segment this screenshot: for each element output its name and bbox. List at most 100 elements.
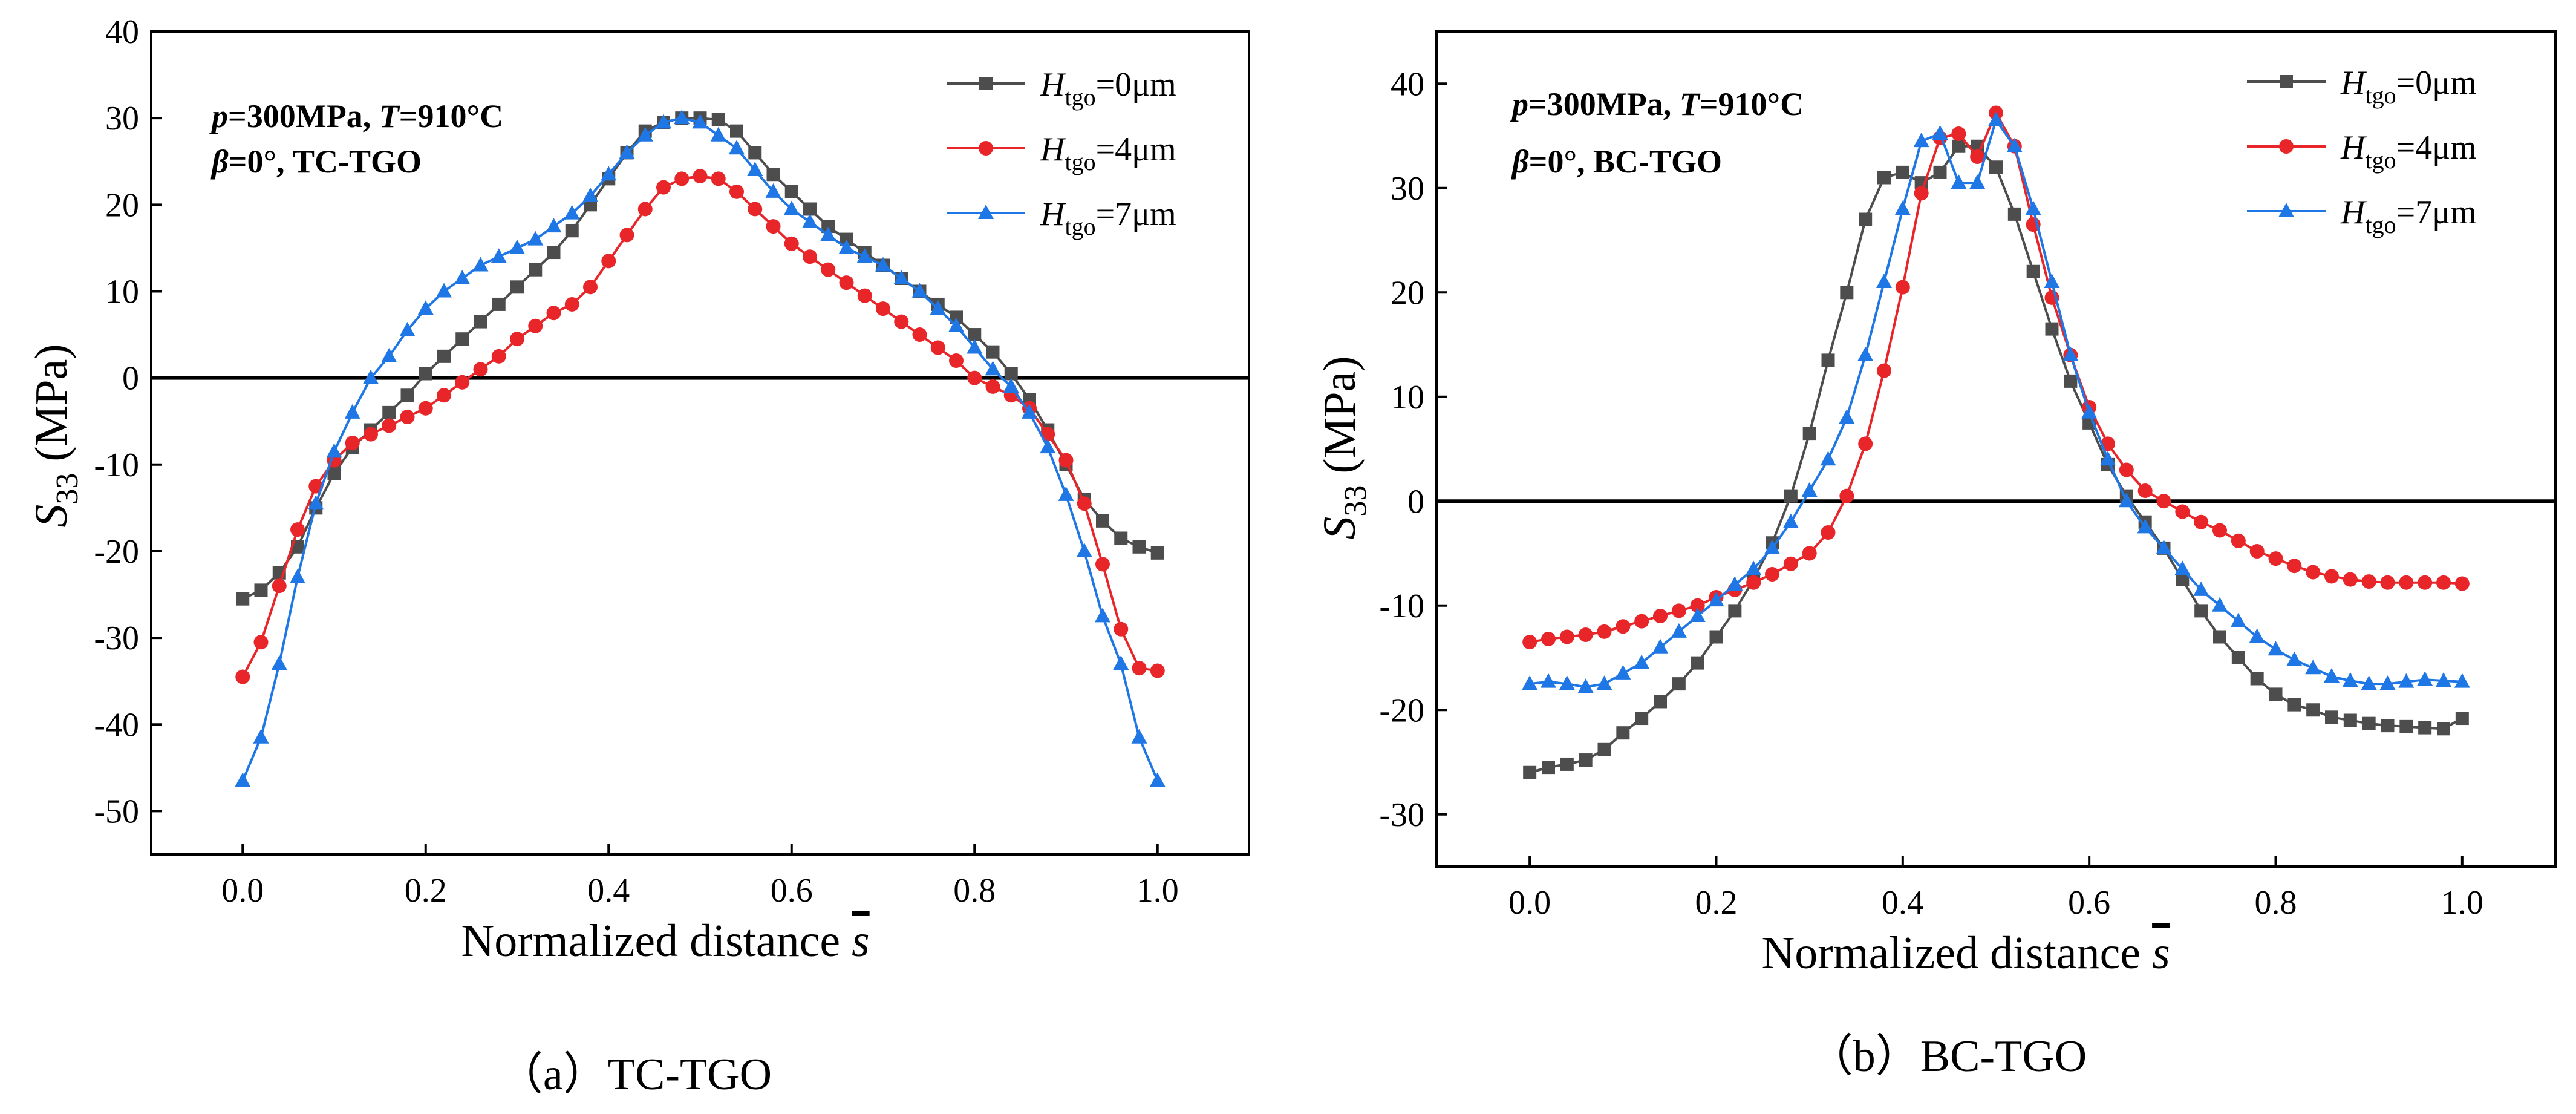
x-tick-label: 0.6 — [2068, 884, 2110, 922]
data-point — [985, 379, 1000, 394]
y-axis-symbol: S — [26, 505, 77, 528]
data-point — [2381, 719, 2395, 733]
data-point — [437, 388, 451, 403]
panel-b: 0.0 0.2 0.4 0.6 0.8 1.0 40 30 20 10 0 -10 -20 -30 Norm… — [1314, 30, 2557, 978]
data-point — [2100, 451, 2116, 466]
data-point — [308, 495, 324, 510]
data-point — [2278, 203, 2294, 217]
data-point — [491, 248, 507, 263]
data-point — [1690, 598, 1705, 613]
data-point — [2231, 651, 2245, 664]
y-tick-label: 20 — [1391, 274, 1424, 312]
data-point — [2305, 660, 2321, 675]
data-point — [894, 314, 909, 329]
data-point — [710, 126, 726, 142]
legend-entry: Htgo=7μm — [947, 195, 1176, 240]
annotation-part: =0°, BC-TGO — [1529, 143, 1722, 180]
data-point — [2064, 374, 2078, 388]
data-point — [1003, 378, 1019, 393]
data-point — [1058, 486, 1074, 501]
x-tick-label: 0.4 — [1882, 884, 1924, 922]
data-point — [418, 401, 433, 416]
data-point — [1913, 133, 1929, 148]
data-point — [601, 254, 616, 269]
data-point — [784, 185, 798, 198]
data-point — [1764, 539, 1780, 554]
data-point — [1653, 609, 1668, 623]
data-point — [1877, 171, 1891, 185]
data-point — [911, 283, 928, 298]
data-point — [455, 332, 469, 346]
data-point — [766, 219, 781, 234]
data-point — [1597, 624, 1612, 639]
data-point — [363, 369, 379, 384]
data-point — [875, 257, 891, 272]
data-point — [1542, 761, 1555, 775]
annotation-part: =0°, TC-TGO — [229, 143, 422, 180]
data-point — [1523, 765, 1537, 779]
data-point — [1113, 655, 1129, 670]
data-point — [2176, 572, 2190, 586]
data-point — [856, 248, 873, 263]
data-point — [2194, 514, 2209, 529]
data-point — [1932, 125, 1948, 140]
data-point — [1022, 404, 1037, 419]
data-point — [1040, 439, 1056, 454]
data-point — [1150, 546, 1164, 560]
data-point — [839, 275, 854, 290]
data-point — [1839, 409, 1855, 424]
data-point — [1896, 165, 1909, 179]
y-tick-label: -10 — [1379, 588, 1424, 625]
legend-symbol: H — [1040, 66, 1066, 103]
y-axis-unit: (MPa) — [1314, 356, 1365, 485]
data-point — [656, 180, 671, 195]
data-point — [2436, 575, 2451, 590]
y-axis-subscript: 33 — [50, 473, 85, 505]
data-point — [527, 231, 544, 246]
data-point — [985, 361, 1001, 376]
data-point — [253, 729, 269, 744]
data-point — [2230, 612, 2246, 627]
data-point — [1004, 367, 1018, 381]
data-point — [564, 297, 579, 312]
y-axis-unit: (MPa) — [26, 344, 77, 473]
data-point — [1765, 567, 1779, 582]
data-point — [2437, 722, 2450, 736]
legend-entry: Htgo=4μm — [2247, 129, 2477, 174]
data-point — [1597, 742, 1611, 756]
data-point — [2361, 574, 2376, 589]
data-point — [2006, 137, 2023, 152]
data-point — [1076, 542, 1092, 557]
x-axis-symbol: s — [2152, 928, 2170, 978]
data-point — [1728, 604, 1742, 618]
data-point — [1970, 149, 1985, 164]
y-tick-label: -30 — [94, 620, 139, 657]
data-point — [1615, 664, 1631, 680]
data-point — [1746, 575, 1761, 590]
data-point — [1801, 482, 1818, 497]
data-point — [1671, 623, 1687, 638]
data-point — [1095, 608, 1110, 623]
data-point — [1634, 654, 1650, 669]
data-point — [2212, 597, 2228, 612]
series-line — [1529, 110, 2462, 644]
x-tick-label: 1.0 — [1136, 872, 1179, 909]
data-point — [1634, 614, 1649, 629]
plot-frame — [150, 30, 1250, 856]
data-point — [1132, 540, 1146, 554]
data-point — [1857, 346, 1874, 361]
data-point — [1951, 174, 1967, 189]
y-tick-label: -20 — [94, 533, 139, 571]
data-point — [547, 246, 561, 260]
data-point — [949, 353, 964, 368]
data-point — [967, 370, 982, 385]
data-point — [1894, 200, 1911, 215]
data-point — [1782, 513, 1799, 528]
data-point — [2324, 569, 2339, 584]
x-axis-symbol: s — [852, 916, 870, 966]
data-point — [1578, 627, 1593, 643]
legend-suffix: =7μm — [2396, 194, 2477, 231]
data-point — [1989, 160, 2003, 174]
data-point — [1840, 286, 1854, 300]
data-point — [2379, 675, 2396, 690]
